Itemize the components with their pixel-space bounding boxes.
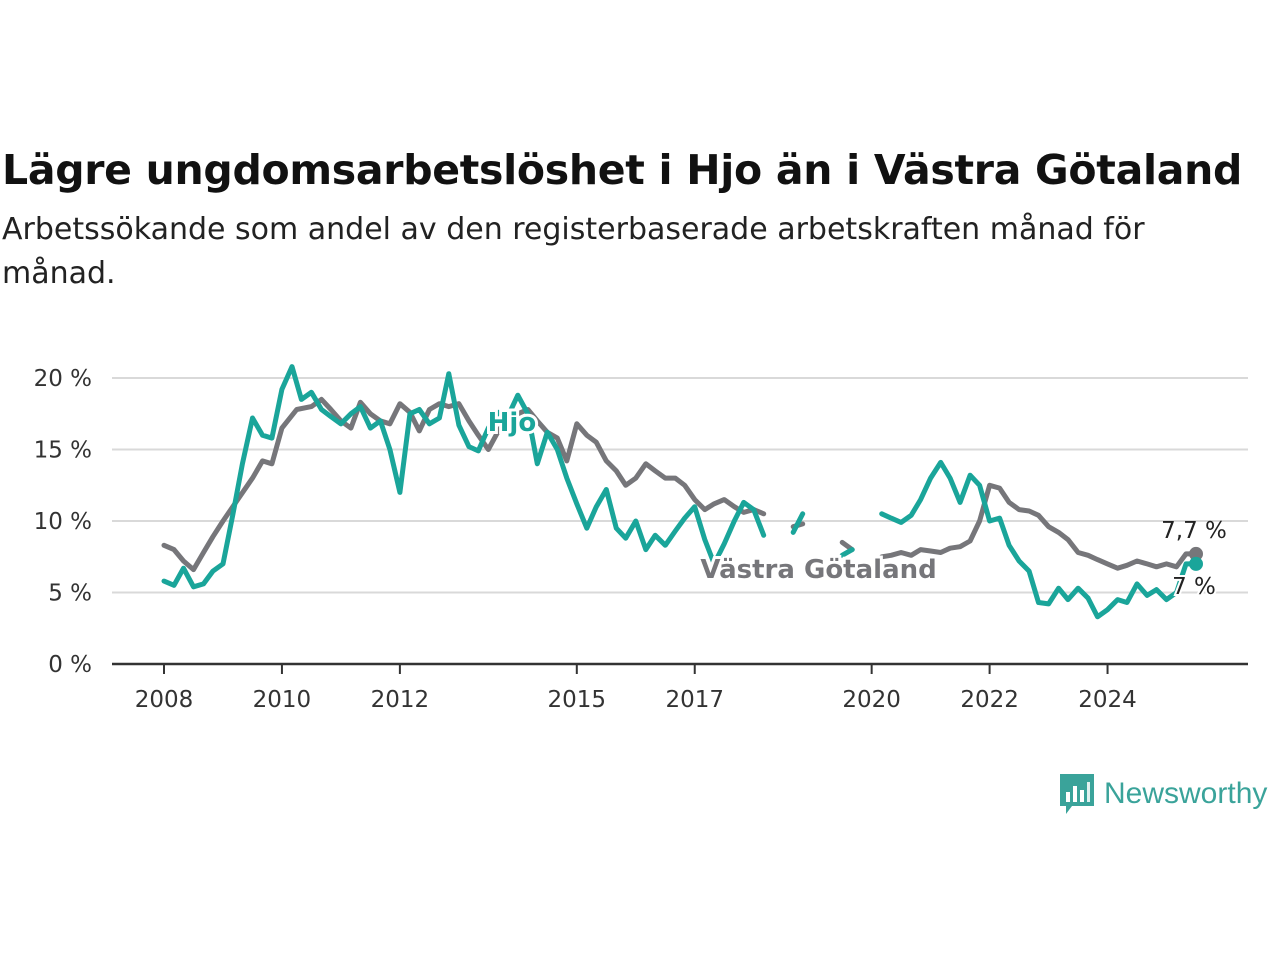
series-label-vastra-gotaland: Västra Götaland <box>700 555 936 585</box>
series-lines <box>161 364 1199 620</box>
newsworthy-logo-icon <box>1060 774 1094 814</box>
x-axis-ticks: 2008 2010 2012 2015 2017 2020 2022 2024 <box>135 664 1137 713</box>
y-axis-ticks: 0 % 5 % 10 % 15 % 20 % <box>34 366 92 678</box>
series-labels: 7,7 % 7 % Hjo Västra Götaland <box>485 405 1227 602</box>
end-point-marker <box>1189 546 1203 561</box>
y-tick-label: 5 % <box>48 581 92 607</box>
series-label-hjo: Hjo <box>488 408 537 438</box>
end-value-label: 7 % <box>1172 574 1216 600</box>
brand[interactable]: Newsworthy <box>1058 772 1267 816</box>
end-value-label: 7,7 % <box>1161 518 1227 544</box>
x-tick-label: 2015 <box>548 687 607 713</box>
chart-subtitle: Arbetssökande som andel av den registerb… <box>2 212 1145 291</box>
x-tick-label: 2020 <box>842 687 901 713</box>
x-tick-label: 2012 <box>371 687 430 713</box>
y-tick-label: 0 % <box>48 652 92 678</box>
x-tick-label: 2017 <box>665 687 724 713</box>
series-line-hjo <box>161 364 1199 620</box>
y-tick-label: 15 % <box>34 438 92 464</box>
series-line-v-stra-g-taland <box>161 396 1199 573</box>
x-tick-label: 2008 <box>135 687 194 713</box>
x-tick-label: 2022 <box>960 687 1019 713</box>
x-tick-label: 2010 <box>253 687 312 713</box>
y-tick-label: 10 % <box>34 509 92 535</box>
y-tick-label: 20 % <box>34 366 92 392</box>
end-point-marker <box>1189 556 1203 571</box>
line-chart: 0 %5 %10 %15 %20 % 2008 2010 2012 2015 2017 2… <box>34 364 1248 713</box>
brand-name: Newsworthy <box>1104 777 1268 810</box>
chart-title: Lägre ungdomsarbetslöshet i Hjo än i Väs… <box>2 146 1243 194</box>
x-tick-label: 2024 <box>1078 687 1137 713</box>
